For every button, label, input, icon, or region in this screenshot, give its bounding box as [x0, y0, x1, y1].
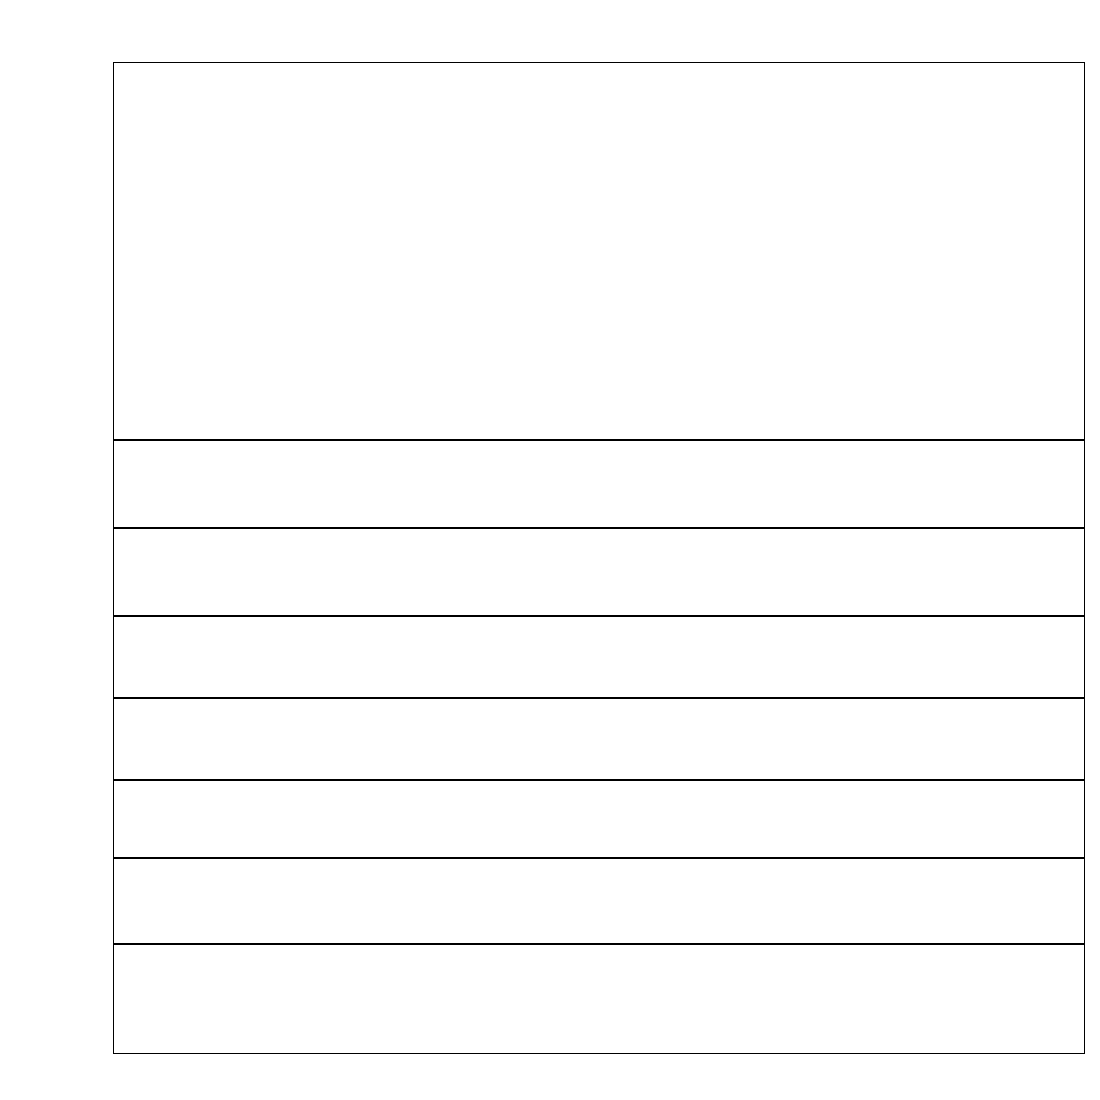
panel-10m-wind[interactable]: [113, 616, 1085, 698]
panel-upper-air[interactable]: [113, 62, 1085, 440]
bottom-date-axis: [113, 1062, 1085, 1084]
panel-cloud-cover[interactable]: [113, 858, 1085, 944]
top-date-axis: [113, 40, 1085, 60]
panel-slp-thickness[interactable]: [113, 440, 1085, 528]
panel-2m-rh[interactable]: [113, 780, 1085, 858]
panel-2m-temp[interactable]: [113, 698, 1085, 780]
panel-stack: [113, 62, 1085, 1054]
panel-cape-li[interactable]: [113, 528, 1085, 616]
panel-precip[interactable]: [113, 944, 1085, 1054]
